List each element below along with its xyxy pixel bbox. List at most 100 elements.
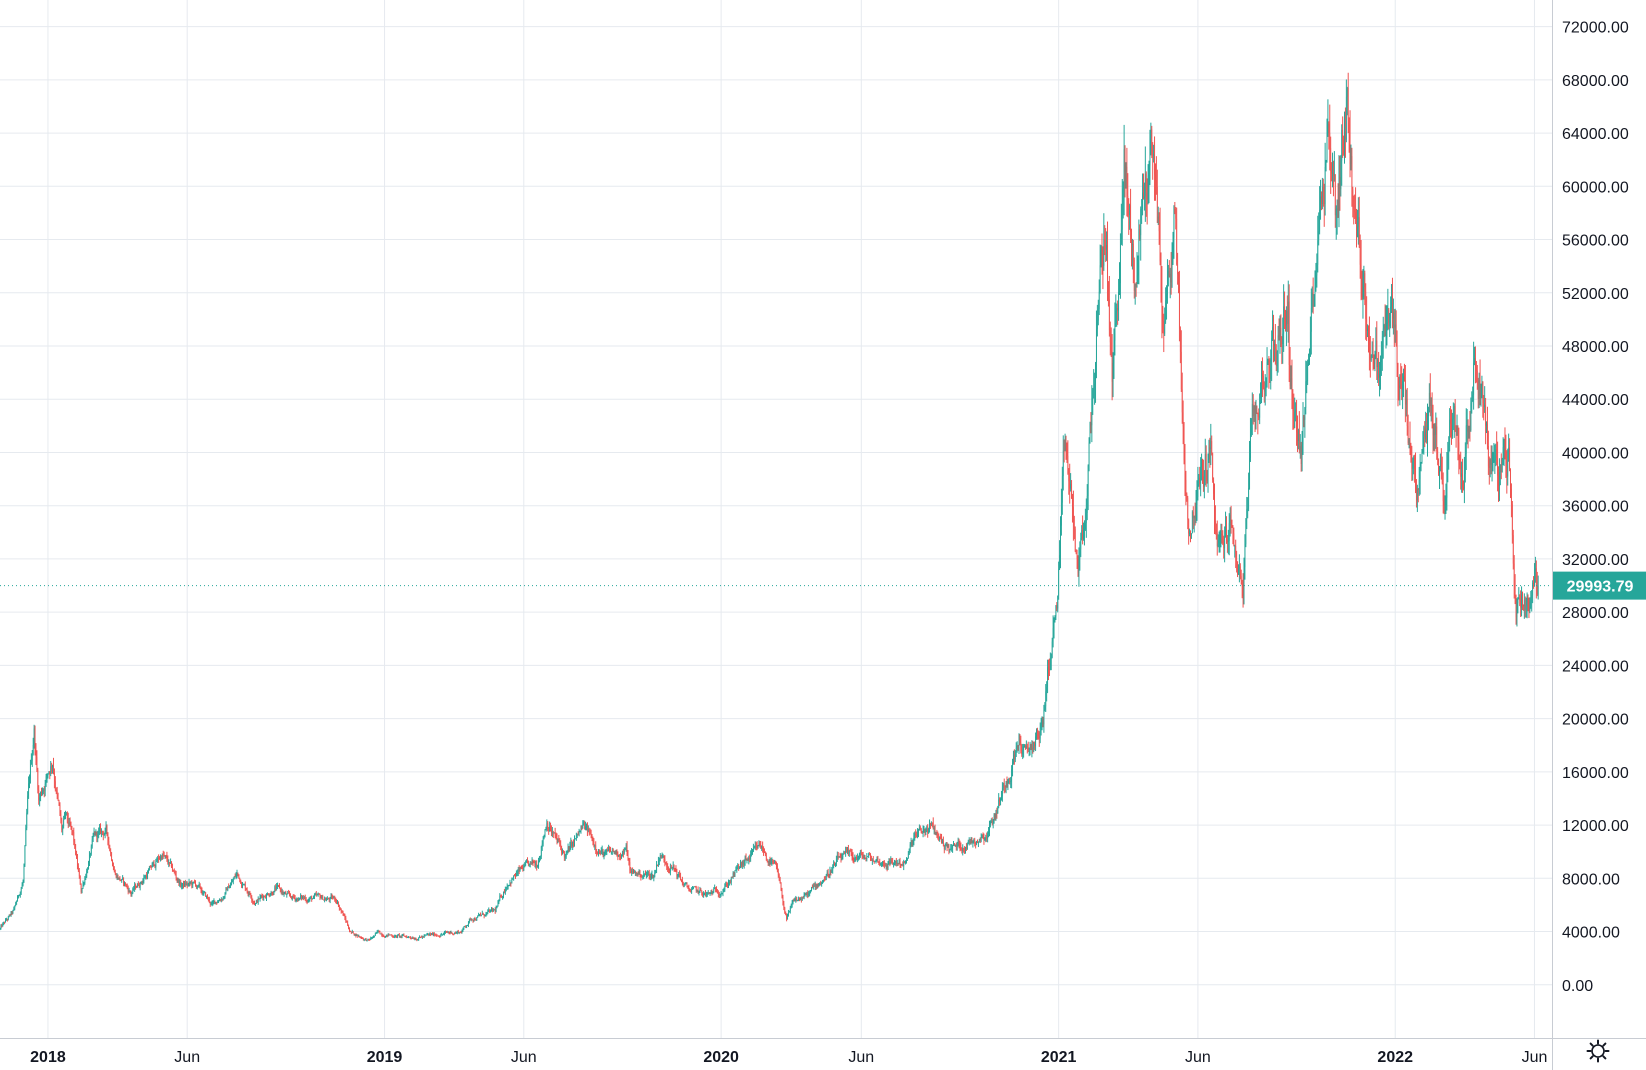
candle-body: [1155, 180, 1157, 187]
candle-body: [1399, 374, 1401, 388]
candle-body: [569, 845, 571, 851]
candle-body: [1464, 453, 1466, 475]
y-tick-label: 24000.00: [1562, 658, 1629, 675]
candle-body: [562, 850, 563, 853]
candle-body: [1040, 724, 1042, 729]
candle-body: [1280, 327, 1282, 340]
candle-body: [824, 879, 826, 881]
candle-body: [947, 845, 949, 848]
candle-body: [942, 840, 943, 844]
candle-body: [1294, 412, 1296, 429]
candle-body: [593, 841, 595, 846]
candle-body: [79, 875, 81, 885]
candle-body: [1395, 324, 1397, 345]
candle-body: [1086, 495, 1088, 513]
x-tick-label: Jun: [848, 1049, 874, 1066]
candle-body: [108, 841, 110, 846]
candle-body: [1159, 231, 1161, 262]
candle-body: [864, 857, 866, 859]
candle-body: [1465, 425, 1467, 454]
candle-body: [320, 897, 322, 899]
candle-body: [563, 852, 565, 858]
candle-body: [297, 898, 299, 901]
candle-body: [1531, 595, 1533, 598]
candle-body: [1229, 515, 1231, 523]
candle-body: [73, 832, 75, 842]
candle-body: [276, 886, 278, 889]
candle-body: [398, 934, 400, 937]
candle-body: [590, 834, 592, 836]
candle-body: [542, 838, 544, 844]
candle-body: [929, 824, 930, 830]
candle-body: [1030, 744, 1032, 750]
candle-body: [311, 896, 313, 900]
candle-body: [1279, 327, 1281, 338]
candle-body: [1117, 307, 1119, 311]
candle-body: [332, 897, 334, 899]
candle-body: [1506, 464, 1508, 477]
candle-body: [825, 875, 827, 881]
candle-body: [1371, 354, 1373, 356]
candle-body: [1421, 452, 1423, 463]
candle-body: [649, 875, 651, 878]
candle-body: [355, 934, 357, 937]
candle-body: [1516, 603, 1518, 618]
candle-body: [575, 838, 576, 840]
candle-body: [1522, 595, 1523, 605]
x-tick-label: Jun: [1522, 1049, 1548, 1066]
candle-body: [578, 831, 580, 835]
candle-body: [378, 930, 380, 933]
candle-body: [816, 884, 818, 887]
candle-body: [993, 815, 995, 824]
candle-body: [1058, 569, 1060, 596]
candle-body: [462, 928, 464, 932]
candle-body: [508, 884, 510, 886]
candle-body: [1438, 459, 1439, 474]
candle-body: [233, 876, 235, 880]
candle-body: [26, 812, 28, 829]
candle-body: [729, 881, 730, 883]
candle-body: [1366, 318, 1368, 332]
candle-body: [1392, 296, 1393, 319]
candle-body: [1472, 394, 1474, 402]
gear-icon[interactable]: [1585, 1038, 1611, 1064]
candle-body: [573, 841, 574, 843]
candle-body: [627, 854, 629, 861]
candle-body: [669, 869, 670, 872]
candle-body: [785, 912, 787, 915]
candle-body: [8, 914, 10, 917]
candle-body: [1304, 407, 1306, 420]
candle-body: [861, 852, 863, 856]
candle-body: [1364, 273, 1366, 292]
candle-body: [953, 843, 954, 846]
candle-body: [1307, 364, 1309, 382]
candle-body: [804, 894, 806, 896]
candle-body: [1128, 206, 1130, 215]
candle-body: [857, 857, 859, 860]
candle-body: [44, 783, 46, 791]
candle-body: [1168, 270, 1170, 278]
candle-body: [231, 881, 233, 883]
candle-body: [394, 936, 396, 938]
candle-body: [1037, 729, 1038, 733]
candle-body: [1507, 460, 1509, 477]
candle-body: [1263, 387, 1265, 392]
candle-body: [892, 861, 894, 864]
candle-body: [207, 896, 208, 899]
candle-body: [385, 936, 386, 938]
candle-body: [258, 898, 260, 900]
candle-body: [1475, 358, 1476, 368]
candle-body: [965, 847, 966, 850]
candle-body: [54, 781, 56, 790]
candle-body: [757, 845, 759, 849]
candle-body: [1054, 616, 1056, 621]
candle-body: [362, 938, 364, 940]
candle-body: [580, 828, 582, 831]
candle-body: [1220, 533, 1222, 536]
candle-body: [1153, 154, 1155, 156]
candle-body: [253, 901, 254, 903]
candle-body: [10, 912, 12, 916]
candle-body: [492, 908, 493, 911]
